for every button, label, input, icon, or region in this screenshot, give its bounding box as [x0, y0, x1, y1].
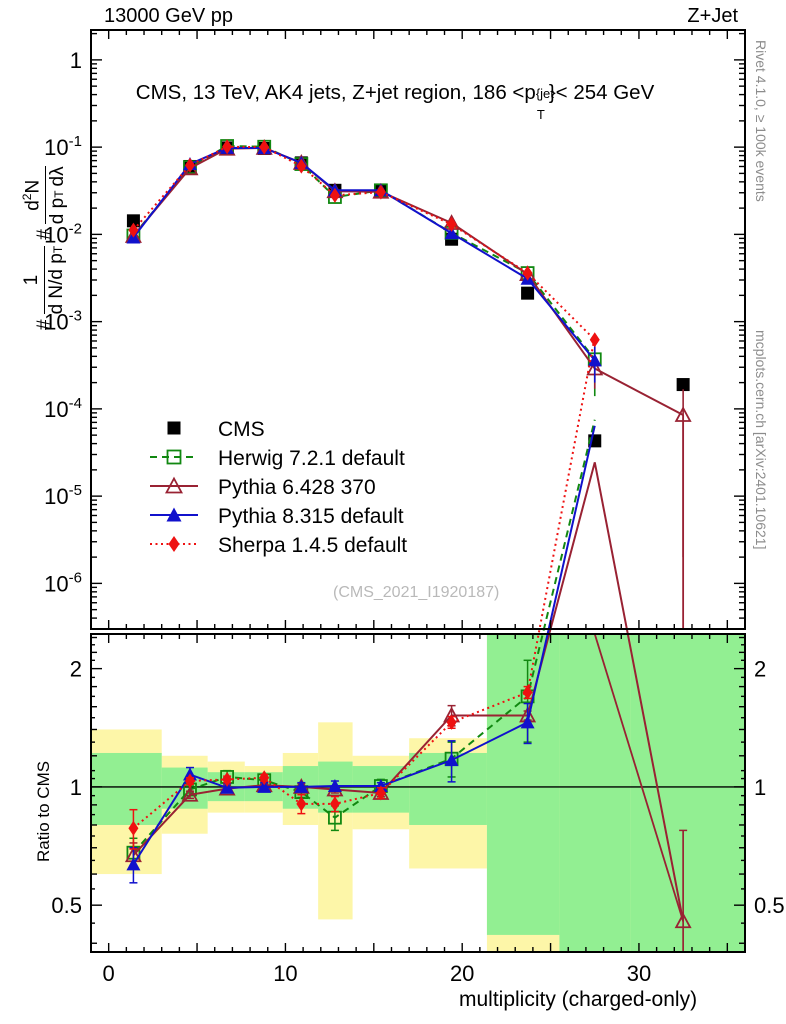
marker-diamond-filled [222, 771, 233, 787]
marker-diamond-filled [259, 770, 270, 786]
ylabel-num2-d: d [22, 200, 44, 211]
ylabel-num-1: 1 [21, 245, 46, 315]
title-main-text: CMS, 13 TeV, AK4 jets, Z+jet region, 186… [135, 80, 536, 104]
marker-triangle-filled [294, 779, 309, 793]
ratio-band-inner [91, 752, 162, 825]
main-ytick-label: 10-6 [44, 569, 82, 596]
marker-diamond-filled [329, 187, 340, 203]
title-superscript: {jet [535, 85, 554, 101]
marker-square-filled [126, 214, 140, 228]
marker-triangle-filled [587, 353, 602, 367]
marker-diamond-filled [296, 796, 307, 812]
legend-label-0: CMS [218, 418, 265, 441]
marker-square-filled [521, 286, 535, 300]
ratio-yaxis-label: Ratio to CMS [34, 760, 53, 862]
main-series-line [132, 146, 596, 361]
main-ytick-label: 10-3 [44, 308, 82, 335]
ratio-series-line [132, 425, 596, 865]
title-subscript: T [536, 106, 545, 122]
marker-diamond-filled [296, 158, 307, 174]
marker-diamond-filled [128, 820, 139, 836]
ratio-pythia6-plunge [593, 633, 684, 922]
marker-triangle-filled [444, 753, 459, 767]
marker-diamond-filled [168, 536, 180, 552]
title-tail-text: }< 254 GeV [548, 80, 655, 104]
main-series-line [132, 145, 596, 360]
ylabel-den2-dpT: d p [47, 197, 69, 225]
main-ytick-label: 10-1 [44, 133, 82, 160]
xaxis-tick-label: 0 [103, 961, 115, 986]
legend-label-4: Sherpa 1.4.5 default [218, 534, 407, 557]
ratio-ytick-label: 1 [70, 775, 82, 800]
legend-label-3: Pythia 8.315 default [218, 505, 404, 528]
marker-triangle-filled [520, 715, 535, 729]
xaxis-tick-label: 20 [450, 961, 474, 986]
marker-square-filled [167, 421, 181, 435]
ratio-band-inner [559, 634, 631, 952]
marker-diamond-filled [329, 796, 340, 812]
header-right-label: Z+Jet [687, 5, 738, 27]
rivet-version-label: Rivet 4.1.0, ≥ 100k events [753, 40, 769, 202]
main-ytick-label: 1 [70, 48, 82, 73]
xaxis-title: multiplicity (charged-only) [459, 988, 698, 1011]
ylabel-den-dpT: d p [46, 253, 68, 280]
marker-triangle-filled [444, 226, 459, 240]
marker-diamond-filled [522, 684, 533, 700]
marker-diamond-filled [446, 714, 457, 730]
analysis-id-watermark: (CMS_2021_I1920187) [333, 584, 500, 601]
marker-diamond-filled [184, 773, 195, 789]
legend-label-1: Herwig 7.2.1 default [218, 447, 405, 470]
main-yaxis-label: # 1 d N/d pT # d2N d pTdλ [0, 0, 68, 630]
marker-square-filled [676, 378, 690, 392]
marker-diamond-filled [375, 785, 386, 801]
ratio-ytick-label-right: 2 [754, 657, 766, 682]
marker-triangle-filled [220, 780, 235, 794]
ratio-series-line [132, 336, 596, 829]
ylabel-den-sub: T [51, 245, 66, 254]
ylabel-den2-sub: T [52, 190, 67, 198]
marker-diamond-filled [446, 216, 457, 232]
marker-triangle-filled [166, 507, 182, 522]
ylabel-den2-d: d [47, 175, 69, 187]
marker-diamond-filled [522, 265, 533, 281]
marker-diamond-filled [184, 157, 195, 173]
ylabel-den-slash: / [46, 279, 68, 285]
marker-triangle-filled [257, 779, 272, 793]
ylabel-hash-2: # [33, 229, 55, 240]
main-series-line [132, 145, 596, 341]
marker-diamond-filled [375, 184, 386, 200]
main-ytick-label: 10-4 [44, 395, 82, 422]
ratio-ytick-label-right: 0.5 [754, 893, 785, 918]
ratio-band-inner [630, 634, 745, 952]
ratio-panel-frame [90, 633, 746, 953]
marker-diamond-filled [128, 222, 139, 238]
marker-triangle-filled [126, 857, 141, 871]
marker-diamond-filled [259, 139, 270, 155]
marker-square-open [166, 449, 182, 465]
header-left-label: 13000 GeV pp [104, 5, 233, 27]
ratio-ytick-label-right: 1 [754, 775, 766, 800]
ylabel-hash-1: # [33, 319, 55, 330]
main-panel-title: CMS, 13 TeV, AK4 jets, Z+jet region, 186… [113, 62, 654, 124]
marker-triangle-open [164, 476, 184, 494]
xaxis-tick-label: 10 [273, 961, 297, 986]
ylabel-num2-N: N [22, 179, 44, 194]
ratio-ytick-label: 0.5 [51, 893, 82, 918]
marker-triangle-filled [327, 779, 342, 793]
main-ytick-label: 10-5 [44, 482, 82, 509]
ratio-band-inner [486, 634, 560, 935]
marker-diamond-filled [222, 139, 233, 155]
legend-label-2: Pythia 6.428 370 [218, 476, 376, 499]
marker-triangle-open [181, 785, 199, 802]
ylabel-den-dN: d N [46, 284, 68, 315]
ylabel-num2-sup: 2 [20, 193, 34, 201]
ylabel-den2-lambda: λ [47, 166, 69, 176]
mcplots-source-label: mcplots.cern.ch [arXiv:2401.10621] [753, 330, 769, 550]
xaxis-tick-label: 30 [627, 961, 651, 986]
ratio-ytick-label: 2 [70, 657, 82, 682]
